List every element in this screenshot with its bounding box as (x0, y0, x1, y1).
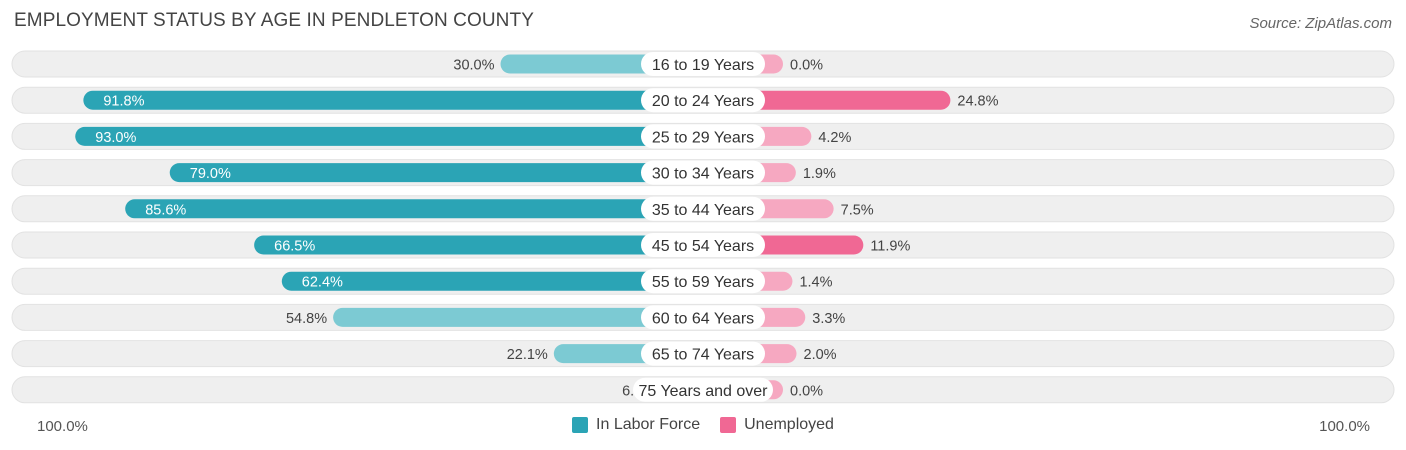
unemployed-bar (703, 90, 951, 110)
unemployed-value-label: 1.9% (803, 166, 836, 182)
labor-force-bar (254, 235, 703, 255)
labor-force-value-label: 91.8% (103, 94, 144, 110)
labor-force-value-label: 22.1% (507, 347, 548, 363)
category-pill (641, 196, 765, 221)
unemployed-value-label: 24.8% (957, 94, 998, 110)
labor-force-value-label: 85.6% (145, 202, 186, 218)
legend-swatch-labor-force (572, 417, 589, 433)
labor-force-bar (75, 126, 703, 146)
unemployed-value-label: 3.3% (812, 311, 845, 327)
category-label: 30 to 34 Years (652, 166, 754, 183)
chart-title: EMPLOYMENT STATUS BY AGE IN PENDLETON CO… (14, 10, 534, 31)
category-label: 75 Years and over (639, 383, 769, 400)
scale-left-label: 100.0% (37, 418, 88, 435)
unemployed-value-label: 4.2% (818, 130, 851, 146)
unemployed-value-label: 0.0% (790, 383, 823, 399)
labor-force-value-label: 30.0% (453, 58, 494, 74)
labor-force-value-label: 79.0% (190, 166, 231, 182)
legend-label-unemployed: Unemployed (744, 416, 834, 433)
unemployed-value-label: 1.4% (799, 275, 832, 291)
category-label: 16 to 19 Years (652, 57, 754, 74)
category-pill (641, 124, 765, 149)
legend: In Labor Force Unemployed (0, 416, 1406, 434)
labor-force-bar (125, 199, 703, 219)
labor-force-bar (83, 90, 704, 110)
category-pill (641, 305, 765, 330)
category-pill (633, 377, 773, 402)
chart-svg: 30.0% 0.0% 16 to 19 Years 91.8% 24.8% 20 to 2… (11, 50, 1395, 404)
legend-item-labor-force[interactable]: In Labor Force (572, 416, 700, 434)
unemployed-value-label: 11.9% (870, 239, 910, 255)
labor-force-bar (169, 163, 703, 183)
category-label: 55 to 59 Years (652, 274, 754, 291)
labor-force-bar (333, 307, 703, 327)
legend-item-unemployed[interactable]: Unemployed (720, 416, 834, 434)
category-pill (641, 52, 765, 76)
category-label: 60 to 64 Years (652, 310, 754, 327)
category-label: 45 to 54 Years (652, 238, 754, 255)
labor-force-value-label: 66.5% (274, 239, 315, 255)
labor-force-value-label: 54.8% (286, 311, 327, 327)
category-pill (641, 269, 765, 294)
unemployed-value-label: 2.0% (804, 347, 837, 363)
category-pill (641, 88, 765, 113)
labor-force-value-label: 62.4% (302, 275, 343, 291)
category-pill (641, 341, 765, 366)
category-label: 35 to 44 Years (652, 202, 754, 219)
unemployed-value-label: 0.0% (790, 58, 823, 74)
scale-right-label: 100.0% (1319, 418, 1370, 435)
legend-label-labor-force: In Labor Force (596, 416, 701, 433)
unemployed-value-label: 7.5% (841, 202, 874, 218)
labor-force-value-label: 93.0% (95, 130, 136, 146)
category-label: 65 to 74 Years (652, 347, 754, 364)
labor-force-bar (281, 271, 703, 291)
source-label: Source: ZipAtlas.com (1249, 15, 1392, 32)
category-label: 25 to 29 Years (652, 129, 754, 146)
category-label: 20 to 24 Years (652, 93, 754, 110)
legend-swatch-unemployed (720, 417, 737, 433)
category-pill (641, 233, 765, 257)
category-pill (641, 160, 765, 185)
